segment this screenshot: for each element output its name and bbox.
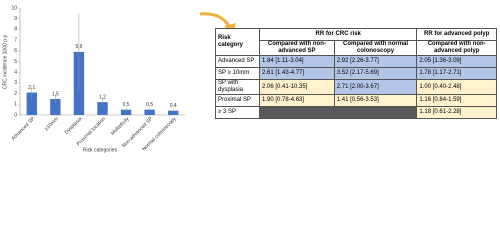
cell: 3.52 [2.17-5.69] bbox=[333, 67, 418, 80]
y-tick-label: 6 bbox=[14, 48, 17, 54]
cell: 1.18 [0.61-2.28] bbox=[416, 106, 497, 119]
y-tick-label: 1 bbox=[14, 102, 17, 108]
cell: Advanced SP bbox=[214, 55, 261, 68]
bar bbox=[97, 102, 108, 115]
x-tick-label: Advanced SP bbox=[10, 116, 36, 142]
cell: 1.78 [1.17-2.71] bbox=[416, 67, 497, 80]
y-tick-label: 2 bbox=[14, 91, 17, 97]
y-tick-label: 5 bbox=[14, 59, 17, 65]
bar bbox=[144, 109, 155, 115]
chart: CRC incidence 1000 p-y Risk categories 0… bbox=[2, 5, 236, 153]
cell: 2.92 [2.26-3.77] bbox=[333, 55, 418, 68]
cell: 2.71 [2.00-3.67] bbox=[333, 79, 418, 95]
cell: ≥ 3 SP bbox=[214, 106, 261, 119]
cell: 1.16 [0.84-1.59] bbox=[416, 94, 497, 107]
cell bbox=[259, 106, 335, 119]
cell: 1.84 [1.11-3.04] bbox=[259, 55, 335, 68]
x-tick-label: Dysplasia bbox=[64, 116, 84, 136]
subheader-cell: Compared with normal colonoscopy bbox=[333, 40, 418, 56]
cell: 1.41 [0.56-3.53] bbox=[333, 94, 418, 107]
subheader-cell: Compared with non-advanced polyp bbox=[416, 40, 497, 56]
bar bbox=[120, 109, 132, 115]
cell: Proximal SP bbox=[214, 94, 261, 107]
y-tick-label: 0 bbox=[14, 112, 17, 118]
cell: SP ≥ 10mm bbox=[214, 67, 261, 80]
y-tick-label: 8 bbox=[14, 27, 17, 33]
page: CRC incidence 1000 p-y Risk categories 0… bbox=[2, 5, 497, 154]
bar bbox=[50, 98, 61, 115]
header-cell: Risk category bbox=[214, 28, 261, 56]
header-cell: RR for CRC risk bbox=[259, 28, 418, 41]
value-label: 5,9 bbox=[75, 44, 82, 50]
value-label: 0,5 bbox=[123, 102, 130, 108]
y-tick-label: 7 bbox=[14, 37, 17, 43]
cell: 1.00 [0.40-2.48] bbox=[416, 79, 497, 95]
value-label: 0,5 bbox=[146, 102, 153, 108]
cell: SP with dysplasia bbox=[214, 79, 261, 95]
value-label: 0,4 bbox=[170, 103, 177, 109]
x-tick-label: ≥10mm bbox=[44, 116, 60, 132]
x-tick-label: Multiplicity bbox=[110, 116, 131, 137]
value-label: 1,2 bbox=[99, 94, 106, 100]
cell: 2.61 [1.43-4.77] bbox=[259, 67, 335, 80]
y-tick-label: 3 bbox=[14, 80, 17, 86]
subheader-cell: Compared with non-advanced SP bbox=[259, 40, 335, 56]
header-cell: RR for advanced polyp bbox=[416, 28, 497, 41]
cell: 1.90 [0.78-4.63] bbox=[259, 94, 335, 107]
cell: 2.06 [0.41-10.35] bbox=[259, 79, 335, 95]
table: Risk category RR for CRC risk RR for adv… bbox=[214, 28, 497, 119]
y-axis-label: CRC incidence 1000 p-y bbox=[2, 34, 8, 89]
y-tick-label: 9 bbox=[14, 16, 17, 22]
bar bbox=[26, 92, 37, 115]
y-tick-label: 10 bbox=[11, 5, 17, 11]
cell: 2.05 [1.36-3.09] bbox=[416, 55, 497, 68]
y-tick-label: 4 bbox=[14, 70, 17, 76]
value-label: 1,5 bbox=[52, 91, 59, 97]
x-axis-label: Risk categories bbox=[83, 147, 118, 153]
bar bbox=[168, 110, 179, 115]
value-label: 2,1 bbox=[28, 85, 35, 91]
cell bbox=[333, 106, 418, 119]
